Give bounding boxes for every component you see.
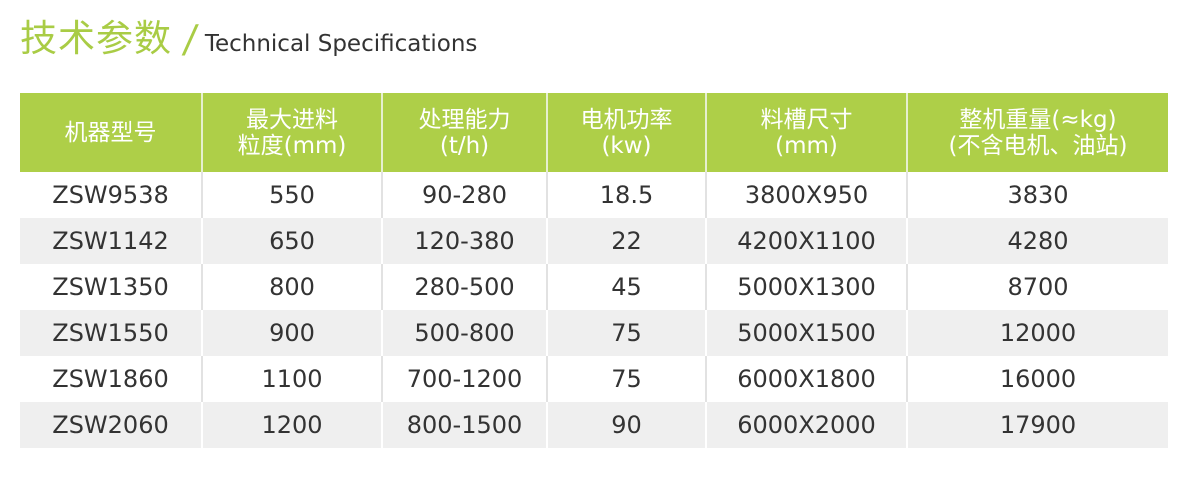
column-header-line: 电机功率 [580, 106, 673, 133]
spec-table: 机器型号 最大进料 粒度(mm) 处理能力 (t/h) 电机功率 (kw) 料槽尺寸 (mm) 整… [20, 93, 1168, 448]
column-header-line: (mm) [775, 132, 838, 159]
table-cell: 18.5 [547, 172, 707, 218]
table-row: ZSW1142 650 120-380 22 4200X1100 4280 [20, 218, 1168, 264]
column-header: 处理能力 (t/h) [382, 93, 548, 172]
table-cell: ZSW9538 [20, 172, 203, 218]
table-cell: 8700 [1007, 273, 1069, 301]
column-header-line: 处理能力 [418, 106, 511, 133]
table-row: ZSW1350 800 280-500 45 5000X1300 8700 [20, 264, 1168, 310]
column-header: 料槽尺寸 (mm) [706, 93, 908, 172]
table-cell: 6000X1800 [706, 356, 908, 402]
table-cell: ZSW2060 [20, 402, 203, 448]
column-header-line: (kw) [601, 132, 652, 159]
table-header-row: 机器型号 最大进料 粒度(mm) 处理能力 (t/h) 电机功率 (kw) 料槽尺寸 (mm) 整… [20, 93, 1168, 172]
table-cell: ZSW1142 [20, 218, 203, 264]
table-cell: 700-1200 [382, 356, 548, 402]
column-header: 机器型号 [20, 93, 203, 172]
column-header-line: 料槽尺寸 [760, 106, 853, 133]
table-cell: 75 [547, 356, 707, 402]
table-cell: 800 [202, 264, 383, 310]
table-cell: 5000X1500 [706, 310, 908, 356]
column-header-line: 机器型号 [64, 119, 157, 146]
table-cell: 280-500 [382, 264, 548, 310]
table-cell: ZSW1350 [20, 264, 203, 310]
title-english: Technical Specifications [204, 31, 478, 57]
title-chinese: 技术参数 [20, 17, 172, 60]
table-cell: 800-1500 [382, 402, 548, 448]
table-cell: 3830 [1007, 181, 1069, 209]
table-row: ZSW1860 1100 700-1200 75 6000X1800 16000 [20, 356, 1168, 402]
table-row: ZSW1550 900 500-800 75 5000X1500 12000 [20, 310, 1168, 356]
column-header-line: 粒度(mm) [237, 132, 347, 159]
table-cell: 90 [547, 402, 707, 448]
table-cell: 1100 [202, 356, 383, 402]
column-header: 整机重量(≈kg) (不含电机、油站) [907, 93, 1168, 172]
table-cell: ZSW1860 [20, 356, 203, 402]
column-header-line: (不含电机、油站) [948, 132, 1128, 159]
table-row: ZSW9538 550 90-280 18.5 3800X950 3830 [20, 172, 1168, 218]
table-cell: 1200 [202, 402, 383, 448]
table-cell: 75 [547, 310, 707, 356]
table-cell: 4200X1100 [706, 218, 908, 264]
column-header-line: 整机重量(≈kg) [959, 106, 1117, 133]
column-header: 最大进料 粒度(mm) [202, 93, 383, 172]
table-cell: 650 [202, 218, 383, 264]
table-cell: 12000 [907, 310, 1168, 356]
table-cell: 500-800 [382, 310, 548, 356]
page-title: 技术参数 / Technical Specifications [20, 14, 477, 64]
table-cell: 900 [202, 310, 383, 356]
table-cell: 5000X1300 [706, 264, 908, 310]
title-separator: / [180, 17, 200, 61]
table-cell: 4280 [907, 218, 1168, 264]
table-cell: ZSW1550 [20, 310, 203, 356]
table-cell: 550 [202, 172, 383, 218]
table-cell: 120-380 [382, 218, 548, 264]
table-cell: 3800X950 [706, 172, 908, 218]
column-header: 电机功率 (kw) [547, 93, 707, 172]
column-header-line: 最大进料 [246, 106, 338, 133]
table-cell: 45 [547, 264, 707, 310]
table-cell: 22 [547, 218, 707, 264]
table-cell: 6000X2000 [706, 402, 908, 448]
table-cell: 16000 [999, 365, 1077, 393]
table-cell: 90-280 [382, 172, 548, 218]
table-cell: 17900 [907, 402, 1168, 448]
column-header-line: (t/h) [439, 132, 490, 159]
table-row: ZSW2060 1200 800-1500 90 6000X2000 17900 [20, 402, 1168, 448]
